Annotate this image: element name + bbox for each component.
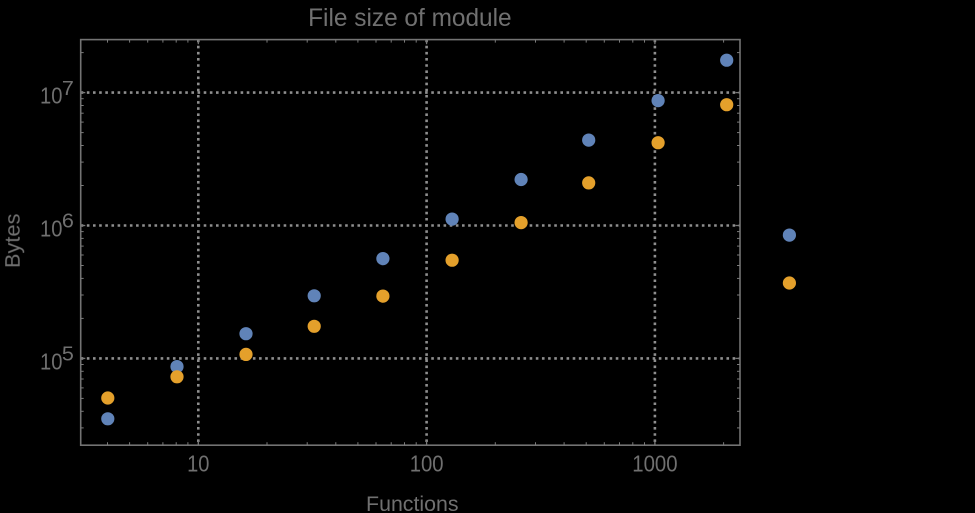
svg-text:5: 5 [62,344,74,366]
svg-text:1000: 1000 [632,451,677,477]
svg-text:10: 10 [40,83,62,109]
svg-text:Bytes: Bytes [2,214,25,268]
svg-text:7: 7 [62,78,74,100]
svg-text:10: 10 [187,451,209,477]
svg-text:10: 10 [40,349,62,375]
svg-text:6: 6 [62,211,74,233]
svg-text:10: 10 [40,216,62,242]
svg-text:100: 100 [410,451,444,477]
svg-text:File size of module: File size of module [308,4,512,32]
svg-text:Functions: Functions [366,493,459,513]
